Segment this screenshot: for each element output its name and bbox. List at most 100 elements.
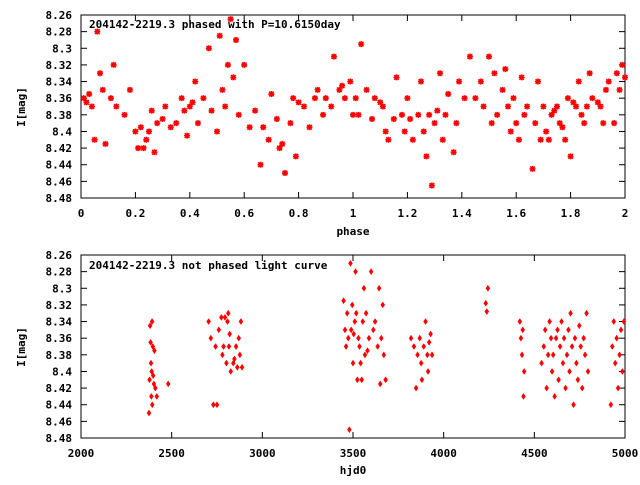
data-point [341, 297, 346, 305]
data-point [135, 145, 142, 152]
data-point [390, 115, 397, 122]
data-point [567, 368, 572, 375]
data-point [233, 343, 239, 350]
unphased-light-curve-panel: 204142-2219.3 not phased light curve hjd… [15, 249, 638, 477]
data-point [620, 368, 625, 375]
data-point [246, 124, 253, 131]
y-tick-label: 8.42 [46, 142, 73, 155]
data-point [357, 343, 362, 350]
chart-title: 204142-2219.3 phased with P=10.6150day [89, 18, 341, 31]
data-point [545, 351, 551, 359]
data-point [159, 115, 166, 122]
data-point [279, 140, 286, 147]
data-point [456, 78, 463, 85]
data-point [322, 95, 329, 102]
x-tick-label: 1 [350, 207, 357, 220]
data-point [143, 136, 150, 143]
data-point [200, 95, 207, 102]
data-point [466, 53, 473, 60]
x-tick-label: 5000 [612, 447, 639, 460]
data-point [502, 66, 509, 73]
data-point [543, 128, 550, 135]
data-point [148, 338, 153, 346]
data-point [611, 120, 618, 127]
y-tick-label: 8.32 [46, 59, 73, 72]
y-tick-label: 8.36 [46, 92, 73, 105]
data-point [485, 284, 491, 292]
x-axis-label: phase [336, 225, 369, 238]
data-point [401, 128, 408, 135]
x-tick-label: 1.8 [561, 207, 581, 220]
data-point [618, 326, 624, 334]
data-point [339, 82, 346, 89]
y-tick-label: 8.46 [46, 175, 73, 188]
data-point [347, 78, 354, 85]
data-point [107, 95, 114, 102]
data-point [146, 128, 152, 135]
data-point [579, 384, 585, 392]
data-point [80, 95, 87, 102]
data-point [362, 351, 368, 359]
x-tick-label: 0.2 [125, 207, 145, 220]
data-point [385, 136, 392, 143]
data-point [149, 392, 154, 400]
data-point [363, 309, 369, 317]
y-tick-label: 8.48 [46, 432, 73, 445]
data-point [423, 153, 430, 160]
data-point [375, 343, 380, 350]
data-point [225, 309, 231, 317]
data-point [320, 111, 327, 118]
data-point [571, 401, 576, 409]
data-point [398, 111, 405, 118]
data-point [351, 330, 357, 338]
data-point [369, 115, 376, 122]
data-point [239, 363, 245, 371]
data-point [437, 70, 444, 77]
data-point [336, 86, 343, 93]
data-point [561, 334, 567, 342]
data-point [566, 326, 571, 334]
data-point [282, 170, 288, 177]
data-point [148, 359, 154, 367]
data-point [350, 111, 356, 118]
data-point [423, 318, 428, 325]
data-point [342, 326, 348, 334]
data-point [165, 380, 171, 388]
data-point [419, 376, 425, 384]
data-point [268, 91, 275, 98]
data-point [585, 368, 591, 375]
y-tick-label: 8.26 [46, 249, 73, 262]
data-point [581, 120, 588, 127]
data-point [219, 313, 224, 321]
data-point [559, 318, 564, 325]
data-point [614, 334, 619, 342]
data-point [178, 95, 185, 102]
x-tick-label: 2 [622, 207, 629, 220]
data-point [589, 95, 596, 102]
data-point [341, 95, 348, 102]
data-point [428, 330, 433, 338]
data-point [613, 70, 620, 77]
data-point [371, 326, 376, 334]
data-point [235, 111, 242, 118]
data-point [353, 268, 358, 276]
data-point [287, 120, 294, 127]
y-tick-label: 8.4 [52, 125, 72, 138]
data-point [356, 334, 361, 342]
data-point [477, 78, 484, 85]
data-point [227, 16, 234, 23]
data-point [553, 334, 559, 342]
data-point [442, 111, 449, 118]
data-point [235, 363, 240, 371]
data-point [352, 318, 358, 325]
data-point [238, 318, 244, 325]
data-point [541, 343, 547, 350]
data-point [564, 95, 571, 102]
x-tick-label: 2500 [158, 447, 185, 460]
data-point [97, 70, 104, 77]
data-point [428, 182, 435, 189]
y-axis-label: I[mag] [15, 327, 28, 367]
data-point [353, 309, 359, 317]
data-point [227, 330, 232, 338]
data-point [610, 343, 615, 350]
